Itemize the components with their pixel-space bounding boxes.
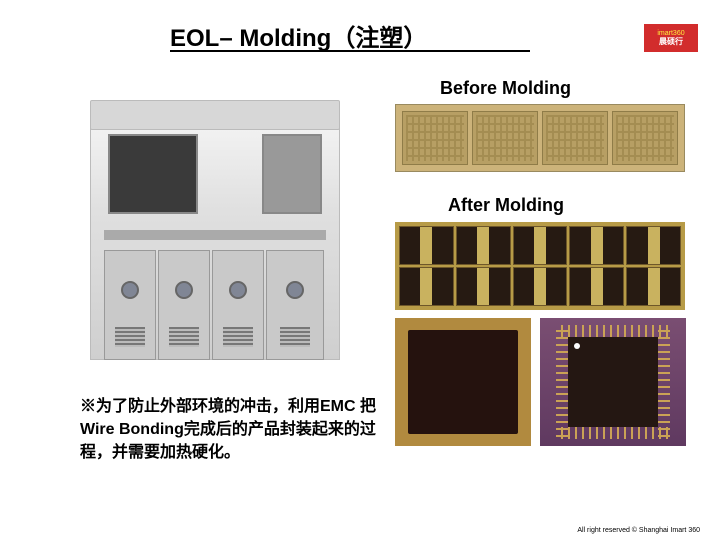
- molding-machine-image: [90, 110, 340, 360]
- slide-title: EOL– Molding（注塑）: [170, 18, 427, 53]
- label-before-molding: Before Molding: [440, 78, 571, 99]
- after-molding-closeup-1: [395, 318, 531, 446]
- description-text: ※为了防止外部环境的冲击，利用EMC 把Wire Bonding完成后的产品封装…: [80, 395, 390, 465]
- after-molding-closeup-2: [540, 318, 686, 446]
- logo-top-text: imart360: [657, 30, 684, 37]
- before-molding-image: [395, 104, 685, 172]
- logo-bottom-text: 晨硕行: [659, 37, 683, 47]
- title-underline: [170, 50, 530, 52]
- label-after-molding: After Molding: [448, 195, 564, 216]
- after-molding-strip-image: [395, 222, 685, 310]
- slide-root: { "title": "EOL– Molding（注塑）", "logo": {…: [0, 0, 720, 540]
- footer-copyright: All right reserved © Shanghai Imart 360: [577, 527, 700, 534]
- brand-logo: imart360 晨硕行: [644, 24, 698, 52]
